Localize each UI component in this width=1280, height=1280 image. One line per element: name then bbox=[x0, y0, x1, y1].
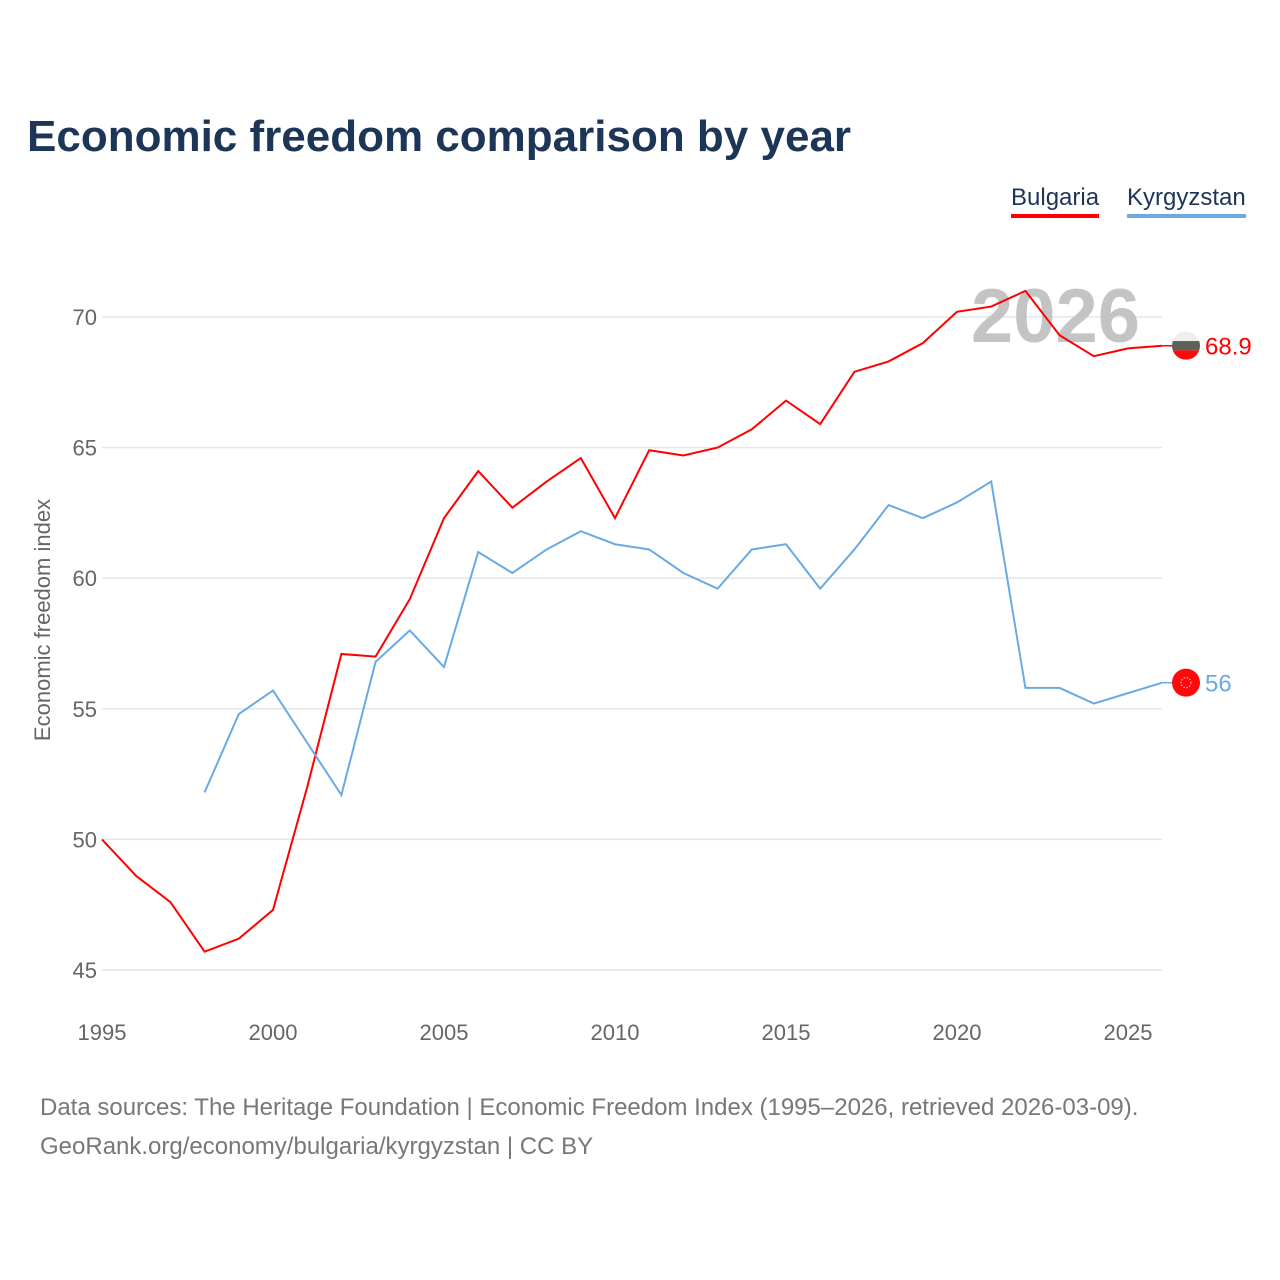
source-line-1: Data sources: The Heritage Foundation | … bbox=[40, 1094, 1139, 1121]
x-tick-label: 1995 bbox=[78, 1020, 127, 1045]
legend-kyrgyzstan[interactable]: Kyrgyzstan bbox=[1127, 184, 1246, 218]
year-watermark: 2026 bbox=[971, 274, 1140, 359]
x-tick-label: 2010 bbox=[591, 1020, 640, 1045]
flag-bulgaria-green bbox=[1172, 341, 1200, 351]
y-tick-label: 50 bbox=[73, 827, 97, 852]
source-line-2[interactable]: GeoRank.org/economy/bulgaria/kyrgyzstan … bbox=[40, 1133, 594, 1160]
legend-bulgaria[interactable]: Bulgaria bbox=[1011, 184, 1100, 218]
y-tick-label: 55 bbox=[73, 697, 97, 722]
flag-bulgaria-white bbox=[1172, 331, 1200, 342]
y-tick-label: 70 bbox=[73, 305, 97, 330]
x-tick-label: 2015 bbox=[762, 1020, 811, 1045]
series-line-kyrgyzstan bbox=[203, 479, 1163, 798]
series-line-bulgaria bbox=[101, 289, 1163, 953]
y-axis-label: Economic freedom index bbox=[30, 499, 55, 741]
x-tick-label: 2000 bbox=[249, 1020, 298, 1045]
source-note: Data sources: The Heritage Foundation | … bbox=[40, 1088, 1138, 1166]
flag-kyrgyzstan bbox=[1172, 668, 1200, 697]
flag-kyrgyzstan-sun bbox=[1180, 677, 1192, 689]
x-tick-label: 2025 bbox=[1104, 1020, 1153, 1045]
x-tick-label: 2020 bbox=[933, 1020, 982, 1045]
chart-title: Economic freedom comparison by year bbox=[27, 112, 852, 161]
y-tick-label: 60 bbox=[73, 566, 97, 591]
x-tick-label: 2005 bbox=[420, 1020, 469, 1045]
end-value-label: 56 bbox=[1205, 671, 1232, 698]
end-value-label: 68.9 bbox=[1205, 334, 1252, 361]
y-tick-label: 45 bbox=[73, 958, 97, 983]
flag-bulgaria-red bbox=[1172, 350, 1200, 360]
y-tick-label: 65 bbox=[73, 436, 97, 461]
